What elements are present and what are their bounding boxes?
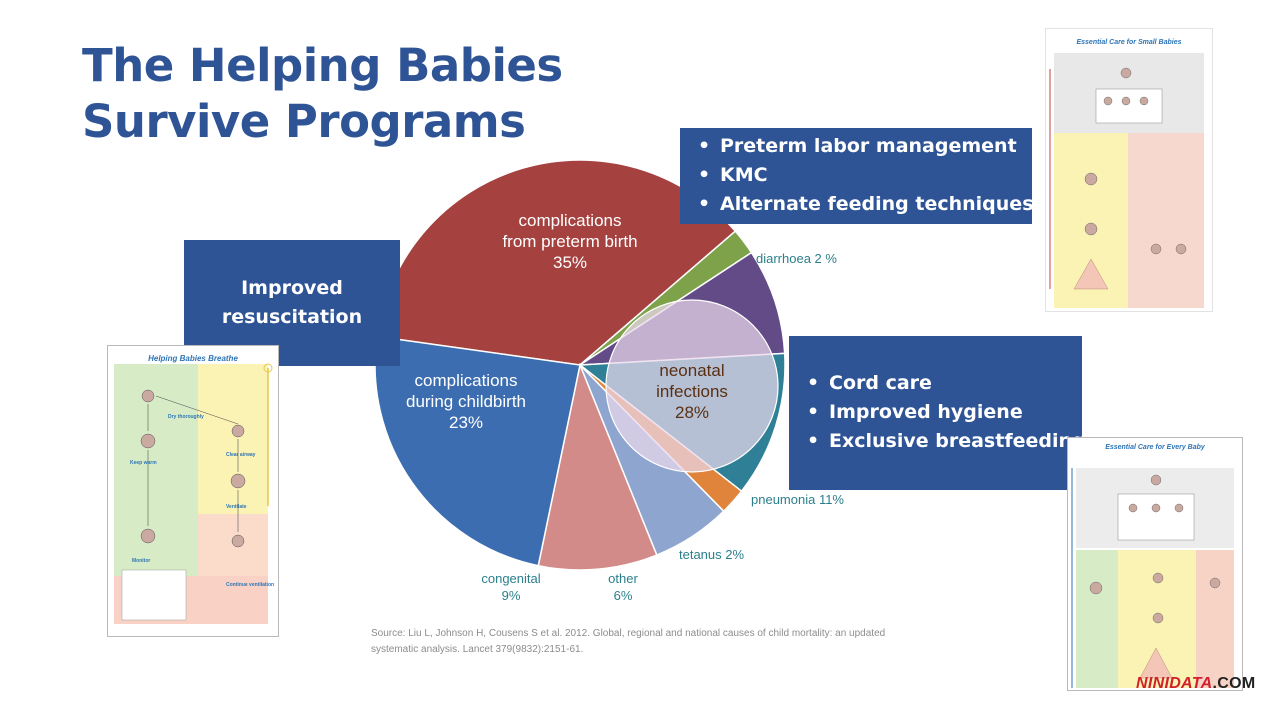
- pie-slice-complications-during-childbirth: [374, 335, 581, 567]
- logo-text-com: .COM: [1212, 675, 1256, 692]
- slice-label-pneumonia-0: pneumonia 11%: [751, 492, 844, 507]
- slice-label-other-1: 6%: [614, 588, 633, 603]
- svg-text:Clear airway: Clear airway: [226, 452, 256, 458]
- slide-title: The Helping Babies Survive Programs: [82, 38, 563, 150]
- slice-label-other-0: other: [608, 571, 638, 586]
- breathe-flowchart-image: Dry thoroughly Keep warm Clear airway Vent…: [108, 346, 278, 636]
- svg-text:Keep warm: Keep warm: [130, 460, 157, 466]
- pie-slice-congenital: [537, 362, 658, 571]
- every-baby-flowchart-image: [1068, 438, 1242, 690]
- bullet-kmc: KMC: [690, 161, 1032, 190]
- essential-care-every-baby-thumbnail: Essential Care for Every Baby: [1067, 437, 1243, 691]
- logo-text-ninidata: NINIDATA: [1136, 675, 1213, 692]
- slice-label-complications-from-preterm-birth-0: complications: [519, 211, 622, 230]
- svg-text:Ventilate: Ventilate: [226, 504, 247, 510]
- bullet-preterm-labor: Preterm labor management: [690, 132, 1032, 161]
- slice-label-tetanus-0: tetanus 2%: [679, 547, 744, 562]
- slice-label-complications-during-childbirth-1: during childbirth: [406, 392, 526, 411]
- bullet-hygiene: Improved hygiene: [799, 398, 1082, 427]
- every-baby-thumb-title: Essential Care for Every Baby: [1105, 444, 1205, 451]
- slice-label-complications-from-preterm-birth-2: 35%: [553, 253, 587, 272]
- ninidata-logo: NINIDATA.COM: [1136, 675, 1255, 693]
- svg-text:Dry thoroughly: Dry thoroughly: [168, 414, 204, 420]
- essential-care-small-babies-thumbnail: Essential Care for Small Babies: [1045, 28, 1213, 312]
- slice-label-neonatal-infections-0: neonatal: [659, 361, 724, 380]
- svg-text:Monitor: Monitor: [132, 558, 150, 564]
- slice-label-neonatal-infections-2: 28%: [675, 403, 709, 422]
- slice-label-diarrhoea-0: diarrhoea 2 %: [756, 251, 837, 266]
- small-babies-thumb-title: Essential Care for Small Babies: [1076, 39, 1182, 46]
- preterm-interventions-box: Preterm labor management KMC Alternate f…: [680, 128, 1034, 224]
- slice-label-congenital-1: 9%: [502, 588, 521, 603]
- slice-label-neonatal-infections-1: infections: [656, 382, 728, 401]
- small-babies-flowchart-image: [1046, 29, 1212, 311]
- bullet-breastfeeding: Exclusive breastfeeding: [799, 427, 1086, 456]
- resuscitation-line-1: Improved: [241, 277, 343, 299]
- slice-label-complications-during-childbirth-2: 23%: [449, 413, 483, 432]
- svg-text:Continue ventilation: Continue ventilation: [226, 582, 274, 588]
- resuscitation-line-2: resuscitation: [221, 306, 363, 328]
- helping-babies-breathe-thumbnail: Dry thoroughly Keep warm Clear airway Vent…: [107, 345, 279, 637]
- breathe-thumb-title: Helping Babies Breathe: [148, 354, 238, 363]
- slice-label-complications-from-preterm-birth-1: from preterm birth: [502, 232, 637, 251]
- title-line-1: The Helping Babies: [82, 39, 563, 92]
- bullet-cord-care: Cord care: [799, 369, 1082, 398]
- infection-interventions-box: Cord care Improved hygiene Exclusive bre…: [789, 336, 1086, 490]
- slice-label-complications-during-childbirth-0: complications: [415, 371, 518, 390]
- slice-label-congenital-0: congenital: [481, 571, 540, 586]
- bullet-alternate-feeding: Alternate feeding techniques: [690, 190, 1034, 219]
- title-line-2: Survive Programs: [82, 95, 526, 148]
- neonatal-infections-highlight-circle: [605, 299, 779, 473]
- source-citation: Source: Liu L, Johnson H, Cousens S et a…: [371, 628, 886, 655]
